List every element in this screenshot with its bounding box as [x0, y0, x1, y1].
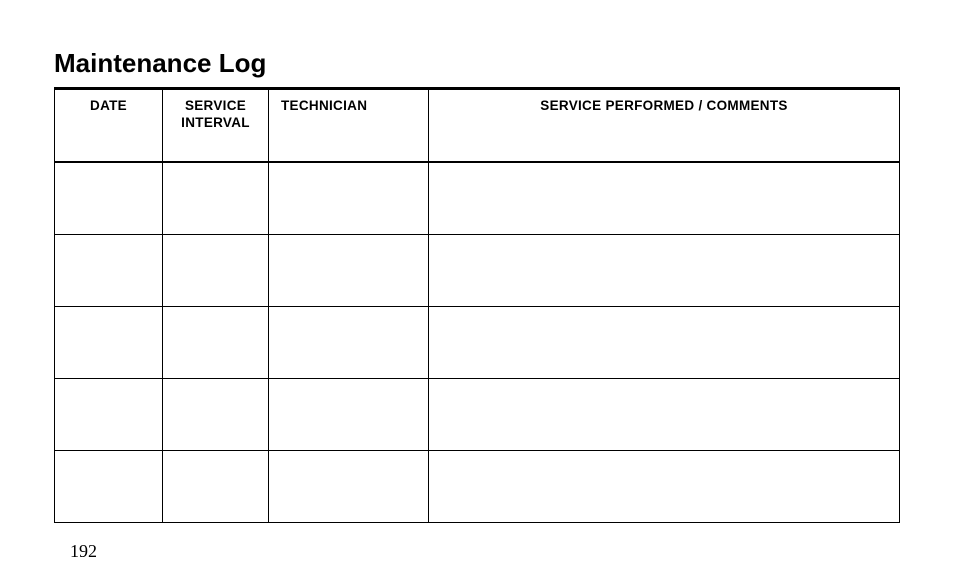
cell-comments	[429, 234, 900, 306]
cell-service-interval	[163, 450, 269, 522]
cell-date	[55, 162, 163, 234]
cell-technician	[269, 450, 429, 522]
cell-service-interval	[163, 306, 269, 378]
cell-technician	[269, 162, 429, 234]
table-row	[55, 378, 900, 450]
page-title: Maintenance Log	[54, 48, 900, 79]
page-number: 192	[70, 541, 97, 562]
cell-comments	[429, 162, 900, 234]
table-row	[55, 162, 900, 234]
cell-technician	[269, 378, 429, 450]
col-header-date: DATE	[55, 90, 163, 162]
table-header-row: DATE SERVICE INTERVAL TECHNICIAN SERVICE…	[55, 90, 900, 162]
cell-service-interval	[163, 162, 269, 234]
table-row	[55, 306, 900, 378]
cell-comments	[429, 378, 900, 450]
cell-date	[55, 450, 163, 522]
table-body	[55, 162, 900, 522]
document-page: Maintenance Log DATE SERVICE INTERVAL TE…	[0, 0, 954, 588]
col-header-service-interval: SERVICE INTERVAL	[163, 90, 269, 162]
maintenance-log-table: DATE SERVICE INTERVAL TECHNICIAN SERVICE…	[54, 90, 900, 523]
cell-date	[55, 306, 163, 378]
cell-technician	[269, 234, 429, 306]
table-row	[55, 450, 900, 522]
maintenance-log-table-wrap: DATE SERVICE INTERVAL TECHNICIAN SERVICE…	[54, 87, 900, 523]
cell-service-interval	[163, 234, 269, 306]
cell-date	[55, 378, 163, 450]
table-header: DATE SERVICE INTERVAL TECHNICIAN SERVICE…	[55, 90, 900, 162]
cell-date	[55, 234, 163, 306]
cell-comments	[429, 450, 900, 522]
col-header-technician: TECHNICIAN	[269, 90, 429, 162]
cell-technician	[269, 306, 429, 378]
cell-comments	[429, 306, 900, 378]
table-row	[55, 234, 900, 306]
cell-service-interval	[163, 378, 269, 450]
col-header-comments: SERVICE PERFORMED / COMMENTS	[429, 90, 900, 162]
